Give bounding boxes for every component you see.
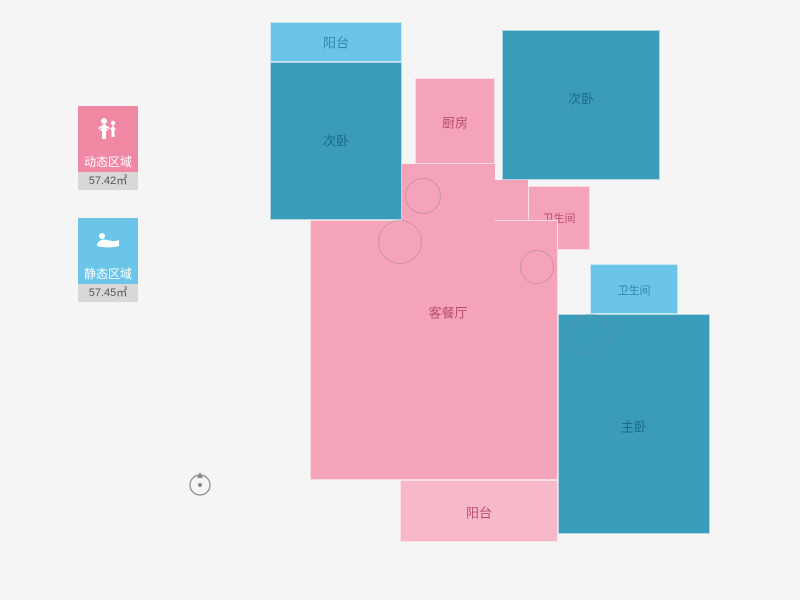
legend-static: 静态区域 57.45㎡ — [78, 218, 138, 302]
room-label-living: 客餐厅 — [428, 303, 467, 322]
legend-dynamic-value: 57.42㎡ — [78, 172, 138, 190]
room-label-balcony-bottom: 阳台 — [466, 503, 492, 522]
floorplan: 阳台次卧厨房次卧卫生间客餐厅卫生间主卧阳台 — [270, 22, 720, 582]
legend-dynamic: 动态区域 57.42㎡ — [78, 106, 138, 190]
door-arc — [405, 178, 441, 214]
room-label-kitchen: 厨房 — [442, 113, 468, 132]
room-label-balcony-top: 阳台 — [323, 33, 349, 52]
rest-icon — [78, 218, 138, 264]
room-label-bedroom2-right: 次卧 — [568, 89, 594, 108]
legend-static-label: 静态区域 — [78, 264, 138, 284]
compass-icon — [185, 468, 215, 498]
room-label-master: 主卧 — [621, 417, 647, 436]
people-icon — [78, 106, 138, 152]
room-label-bath-right: 卫生间 — [618, 282, 651, 298]
legend-dynamic-label: 动态区域 — [78, 152, 138, 172]
door-arc — [378, 220, 422, 264]
door-arc — [570, 314, 610, 354]
room-label-bedroom2-left: 次卧 — [323, 131, 349, 150]
door-arc — [520, 250, 554, 284]
legend-static-value: 57.45㎡ — [78, 284, 138, 302]
legend-panel: 动态区域 57.42㎡ 静态区域 57.45㎡ — [78, 106, 138, 330]
